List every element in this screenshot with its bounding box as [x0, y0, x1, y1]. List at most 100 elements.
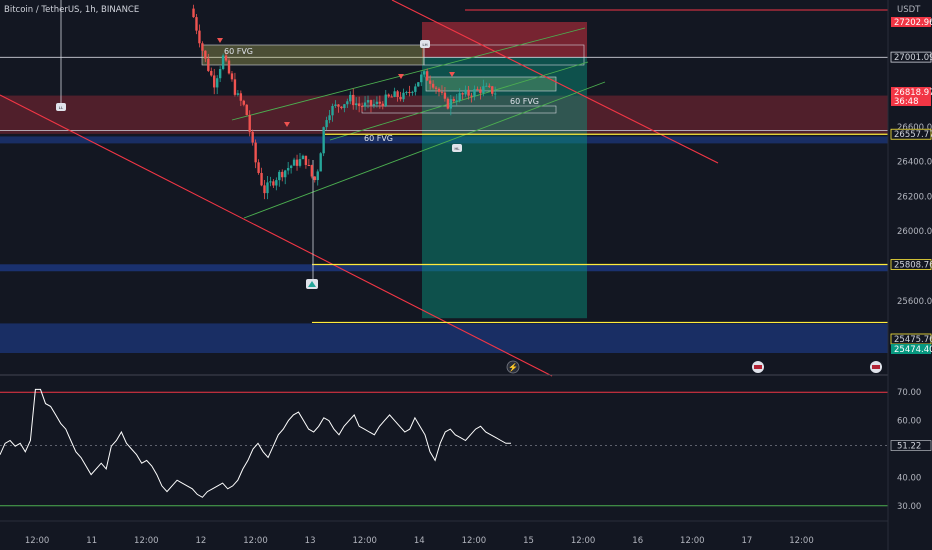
buy-signal-icon — [308, 281, 316, 287]
candle-body — [384, 94, 387, 107]
price-tag — [890, 259, 932, 270]
candle-body — [269, 181, 272, 183]
price-tag-label: 26818.97 — [894, 88, 932, 98]
price-tag — [890, 51, 932, 63]
candle-body — [201, 43, 204, 51]
candle-body — [213, 75, 216, 88]
candle-body — [195, 17, 198, 31]
candle-body — [375, 101, 379, 105]
candle-body — [381, 103, 385, 107]
fvg-box — [423, 44, 585, 66]
rsi-tick-label: 70.00 — [897, 388, 921, 398]
candle-body — [221, 55, 225, 70]
price-tick-label: 26200.00 — [897, 192, 932, 202]
candle-body — [266, 182, 269, 194]
candle-body — [449, 99, 453, 109]
candle-body — [437, 88, 441, 92]
candle-body — [476, 89, 479, 91]
channel-upper-line — [231, 27, 586, 121]
price-tag-label: 27001.09 — [894, 53, 932, 63]
candle-body — [319, 153, 322, 172]
candle-body — [470, 95, 473, 97]
candle-body — [425, 71, 429, 81]
price-tag — [890, 128, 932, 140]
time-tick-label: 17 — [741, 536, 752, 546]
candle-body — [236, 93, 240, 95]
candle-body — [322, 127, 325, 154]
blue-zone-upper — [0, 136, 888, 144]
candle-body — [248, 115, 251, 132]
candle-body — [316, 171, 319, 181]
candle-body — [417, 82, 420, 87]
price-tick-label: 26600.00 — [897, 123, 932, 133]
candle-body — [215, 78, 219, 88]
fvg-label: 60 FVG — [510, 97, 539, 106]
candle-body — [360, 106, 364, 108]
rsi-pane[interactable] — [0, 388, 888, 507]
fvg-label: 60 FVG — [224, 47, 253, 56]
candle-body — [354, 103, 358, 106]
bearish-zone — [0, 95, 888, 134]
candle-body — [414, 86, 417, 92]
candle-body — [307, 164, 311, 166]
time-tick-label: 12:00 — [680, 536, 705, 546]
candle-body — [408, 92, 411, 94]
pivot-high-arrow — [398, 74, 404, 79]
lightning-icon — [506, 360, 520, 374]
candle-body — [343, 104, 346, 109]
price-tick-label: 26400.00 — [897, 158, 932, 168]
candle-body — [464, 89, 467, 95]
candle-body — [440, 91, 444, 93]
candle-body — [325, 120, 328, 128]
price-tag-label: 25475.76 — [894, 335, 932, 345]
us-flag-icon-stripe — [872, 365, 880, 369]
rsi-tick-label: 60.00 — [897, 417, 921, 427]
time-tick-label: 13 — [305, 536, 316, 546]
pivot-label: HL — [454, 146, 460, 151]
candle-body — [275, 180, 278, 186]
stop-loss-box — [422, 22, 587, 58]
candle-body — [292, 159, 296, 166]
time-tick-label: 12:00 — [134, 536, 159, 546]
price-tag-label: 36:48 — [894, 97, 919, 107]
candle-body — [455, 100, 458, 102]
candle-body — [239, 93, 243, 101]
upper-downtrend-line — [391, 0, 719, 164]
candle-body — [198, 30, 201, 44]
candle-body — [331, 105, 334, 116]
candle-body — [295, 159, 299, 166]
candle-body — [286, 168, 290, 171]
time-tick-label: 12:00 — [352, 536, 377, 546]
time-tick-label: 12:00 — [462, 536, 487, 546]
rsi-tick-label: 40.00 — [897, 473, 921, 483]
candle-body — [272, 181, 275, 186]
time-tick-label: 16 — [632, 536, 643, 546]
candle-body — [491, 86, 494, 94]
candle-body — [340, 106, 343, 109]
rsi-tick-label: 30.00 — [897, 502, 921, 512]
candle-body — [458, 93, 461, 101]
candle-body — [428, 80, 432, 84]
candle-body — [378, 101, 382, 104]
candle-body — [192, 8, 195, 18]
price-tag-label: 25808.76 — [894, 261, 932, 271]
candle-body — [405, 92, 408, 94]
candle-body — [301, 155, 305, 160]
downtrend-line — [0, 94, 553, 377]
candle-body — [254, 142, 257, 163]
candle-body — [357, 103, 361, 107]
candle-body — [298, 159, 302, 166]
candle-body — [227, 60, 231, 74]
time-tick-label: 14 — [414, 536, 425, 546]
pivot-label-box — [56, 103, 66, 111]
take-profit-box — [422, 57, 587, 319]
price-pane[interactable]: LL LH HL 60 FVG 60 FVG 60 FVG ⚡ — [0, 0, 888, 377]
price-tag — [891, 344, 931, 354]
channel-lower-line — [243, 81, 606, 219]
candle-body — [281, 171, 284, 178]
rsi-value-tag — [890, 440, 932, 451]
time-tick-label: 11 — [86, 536, 97, 546]
currency-label: USDT — [897, 5, 921, 15]
